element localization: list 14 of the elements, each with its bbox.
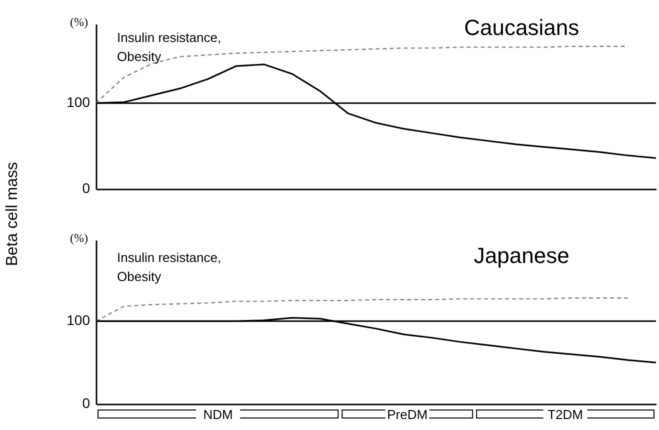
text: NDM xyxy=(203,407,233,422)
text: PreDM xyxy=(387,407,428,422)
text: T2DM xyxy=(548,407,583,422)
chart-title: Caucasians xyxy=(464,15,580,40)
annotation: Insulin resistance, Obesity xyxy=(117,250,222,284)
text: Beta cell mass xyxy=(4,162,21,266)
y-tick-label: 0 xyxy=(82,395,90,411)
y-axis-title: (%) xyxy=(70,15,88,29)
chart-title: Japanese xyxy=(474,243,570,268)
annotation: Insulin resistance, Obesity xyxy=(117,30,222,64)
y-tick-label: 100 xyxy=(66,312,90,328)
y-tick-label: 100 xyxy=(66,94,90,110)
y-axis-title: (%) xyxy=(70,231,88,245)
y-tick-label: 0 xyxy=(82,180,90,196)
